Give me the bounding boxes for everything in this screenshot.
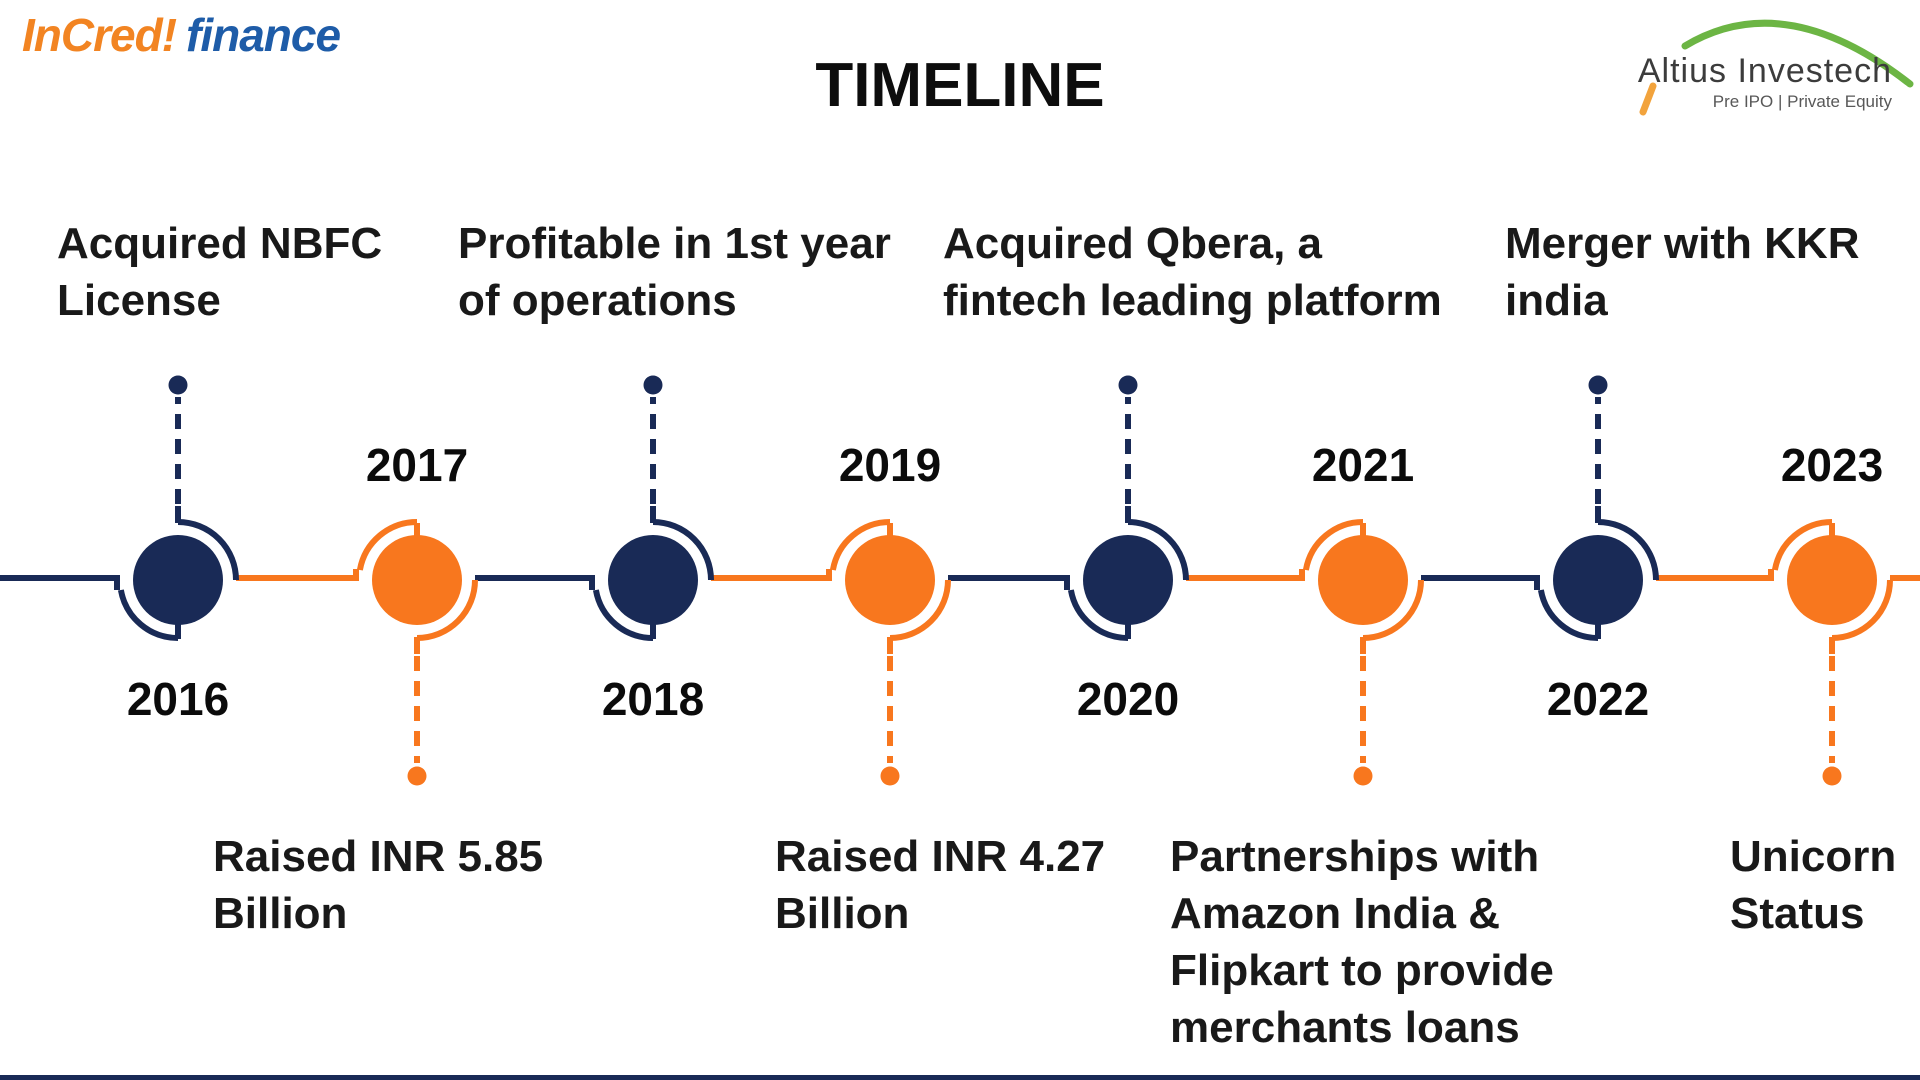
year-label-2017: 2017 [365,439,469,491]
year-label-2020: 2020 [1076,673,1180,725]
altius-tagline: Pre IPO | Private Equity [1712,92,1892,111]
incred-wordmark: InCred [22,9,163,61]
node-ring-arc [416,579,478,641]
milestone-desc-line: merchants loans [1170,1003,1520,1052]
milestone-desc-line: Flipkart to provide [1170,946,1554,995]
node-ring-arc [356,519,418,571]
stem-end-dot [643,375,663,395]
milestone-desc-line: Acquired NBFC [57,219,383,268]
timeline-connector-7 [1656,569,1774,581]
timeline-node-2022 [1537,375,1659,641]
timeline-node-2020 [1067,375,1189,641]
stem-end-dot [168,375,188,395]
timeline-node-2018 [592,375,714,641]
milestone-desc-2016: Acquired NBFC License [57,215,382,329]
timeline-connector-4 [948,575,1070,590]
stem-end-dot [1588,375,1608,395]
node-ring-arc [829,519,891,571]
milestone-desc-line: Raised INR 4.27 [775,832,1106,881]
timeline-node-2016 [117,375,239,641]
stem-end-dot [1822,766,1842,786]
node-circle-2020 [1083,535,1173,625]
year-label-2018: 2018 [601,673,705,725]
node-ring-arc [652,519,714,581]
milestone-desc-line: Billion [213,889,348,938]
node-ring-arc [1831,579,1893,641]
incred-suffix: finance [186,9,341,61]
milestone-desc-line: Status [1730,889,1865,938]
altius-name: Altius Investech [1637,52,1892,90]
timeline-node-2021 [1302,519,1424,786]
node-ring-arc [1362,579,1424,641]
year-label-2019: 2019 [838,439,942,491]
stem-end-dot [1353,766,1373,786]
stem-end-dot [880,766,900,786]
node-ring-arc [1067,589,1129,641]
milestone-desc-line: Acquired Qbera, a [943,219,1323,268]
node-ring-arc [1597,519,1659,581]
milestone-desc-line: Profitable in 1st year [458,219,891,268]
timeline-connector-1 [236,569,359,581]
timeline-connector-5 [1186,569,1305,581]
milestone-desc-2019: Raised INR 4.27 Billion [775,828,1105,942]
milestone-desc-line: fintech leading platform [943,276,1442,325]
year-label-2016: 2016 [126,673,230,725]
year-label-2023: 2023 [1780,439,1884,491]
timeline-node-2017 [356,519,478,786]
node-ring-arc [592,589,654,641]
node-circle-2021 [1318,535,1408,625]
timeline-connector-6 [1421,575,1540,590]
milestone-desc-2023: Unicorn Status [1730,828,1896,942]
node-ring-arc [1537,589,1599,641]
altius-investech-logo: Altius Investech Pre IPO | Private Equit… [1590,0,1920,135]
milestone-desc-2018: Profitable in 1st year of operations [458,215,891,329]
milestone-desc-2020: Acquired Qbera, a fintech leading platfor… [943,215,1442,329]
node-circle-2019 [845,535,935,625]
stem-end-dot [407,766,427,786]
node-ring-arc [1302,519,1364,571]
stem-end-dot [1118,375,1138,395]
bottom-border [0,1075,1920,1080]
timeline-connector-3 [711,569,832,581]
node-circle-2018 [608,535,698,625]
page-title: TIMELINE [815,51,1105,120]
timeline-connector-0 [0,575,120,590]
milestone-desc-2021: Partnerships with Amazon India & Flipkart … [1170,828,1554,1056]
year-label-2022: 2022 [1546,673,1650,725]
node-ring-arc [117,589,179,641]
milestone-desc-line: Billion [775,889,910,938]
timeline-node-2023 [1771,519,1893,786]
milestone-desc-line: Amazon India & [1170,889,1501,938]
altius-orange-slash [1639,82,1657,116]
milestone-desc-line: License [57,276,221,325]
node-ring-arc [1127,519,1189,581]
timeline-node-2019 [829,519,951,786]
incred-logo-mark: ! [161,9,177,61]
altius-green-arc [1681,19,1914,88]
year-label-2021: 2021 [1311,439,1415,491]
incred-logo: InCred! finance [22,8,341,62]
milestone-desc-2022: Merger with KKR india [1505,215,1859,329]
altius-logo-graphic [1639,19,1914,116]
node-ring-arc [177,519,239,581]
node-circle-2022 [1553,535,1643,625]
milestone-desc-2017: Raised INR 5.85 Billion [213,828,543,942]
node-ring-arc [1771,519,1833,571]
node-circle-2017 [372,535,462,625]
milestone-desc-line: Merger with KKR [1505,219,1860,268]
node-circle-2016 [133,535,223,625]
milestone-desc-line: Raised INR 5.85 [213,832,544,881]
milestone-desc-line: india [1505,276,1608,325]
milestone-desc-line: of operations [458,276,737,325]
milestone-desc-line: Partnerships with [1170,832,1540,881]
timeline-connector-2 [475,575,595,590]
node-circle-2023 [1787,535,1877,625]
node-ring-arc [889,579,951,641]
milestone-desc-line: Unicorn [1730,832,1897,881]
